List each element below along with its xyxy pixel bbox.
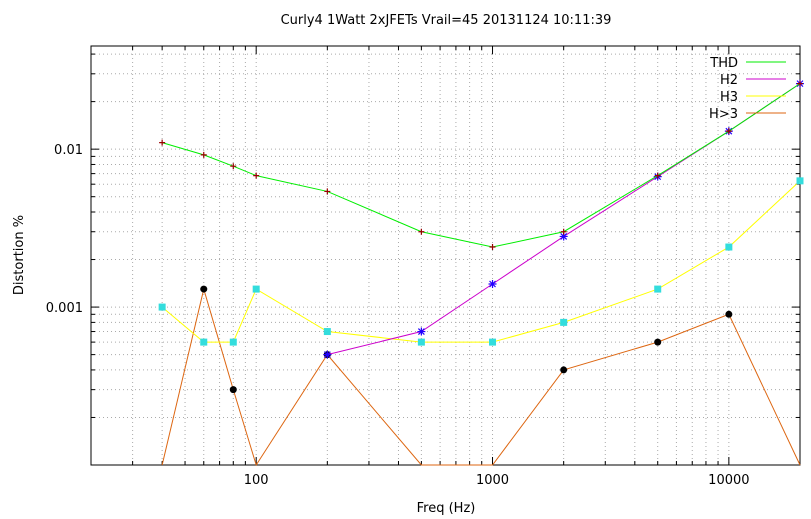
series-group <box>158 79 804 467</box>
data-point <box>252 285 260 293</box>
grid <box>90 46 801 465</box>
point-marker <box>725 310 733 318</box>
point-marker <box>323 350 332 359</box>
data-point <box>417 338 425 346</box>
data-point <box>560 228 567 235</box>
y-tick-labels: 0.001 0.01 <box>46 143 83 316</box>
legend-label: THD <box>709 56 738 71</box>
data-point <box>488 280 497 289</box>
point-marker <box>323 328 331 336</box>
legend-label: H>3 <box>709 107 738 122</box>
legend-label: H2 <box>720 73 738 88</box>
x-tick-labels: 100 1000 10000 <box>244 473 750 488</box>
point-marker <box>560 366 568 374</box>
point-marker <box>229 386 237 394</box>
data-point <box>489 338 497 346</box>
point-marker <box>418 228 425 235</box>
axis-ticks <box>90 46 801 465</box>
data-point <box>323 350 332 359</box>
series-h3 <box>158 177 804 346</box>
point-marker <box>200 285 208 293</box>
point-marker <box>560 228 567 235</box>
point-marker <box>488 280 497 289</box>
point-marker <box>229 338 237 346</box>
point-marker <box>559 232 568 241</box>
point-marker <box>654 285 662 293</box>
point-marker <box>725 243 733 251</box>
point-marker <box>489 338 497 346</box>
y-tick-label: 0.01 <box>54 143 83 158</box>
y-tick-label: 0.001 <box>46 301 83 316</box>
legend: THD H2 H3 H>3 <box>709 56 786 122</box>
data-point <box>796 177 804 185</box>
point-marker <box>417 338 425 346</box>
data-point <box>725 128 732 135</box>
point-marker <box>797 80 803 87</box>
x-tick-label: 10000 <box>708 473 749 488</box>
x-tick-label: 100 <box>244 473 269 488</box>
data-point <box>229 338 237 346</box>
legend-label: H3 <box>720 90 738 105</box>
data-point <box>200 285 208 293</box>
point-marker <box>200 151 207 158</box>
point-marker <box>417 327 426 336</box>
data-point <box>797 80 803 87</box>
y-axis-label: Distortion % <box>12 215 27 295</box>
point-marker <box>253 172 260 179</box>
data-point <box>323 328 331 336</box>
x-axis-label: Freq (Hz) <box>417 501 476 516</box>
series-line <box>161 287 801 467</box>
point-marker <box>158 303 166 311</box>
plot-frame <box>90 45 801 466</box>
point-marker <box>560 318 568 326</box>
data-point <box>158 303 166 311</box>
point-marker <box>200 338 208 346</box>
series-h-3 <box>161 285 801 467</box>
point-marker <box>159 139 166 146</box>
data-point <box>559 232 568 241</box>
point-marker <box>324 188 331 195</box>
point-marker <box>230 163 237 170</box>
x-tick-label: 1000 <box>476 473 509 488</box>
point-marker <box>725 128 732 135</box>
data-point <box>253 172 260 179</box>
data-point <box>200 151 207 158</box>
point-marker <box>796 177 804 185</box>
series-thd <box>159 80 803 251</box>
data-point <box>654 338 662 346</box>
point-marker <box>252 285 260 293</box>
data-point <box>560 366 568 374</box>
data-point <box>417 327 426 336</box>
data-point <box>725 310 733 318</box>
data-point <box>324 188 331 195</box>
data-point <box>230 163 237 170</box>
point-marker <box>654 338 662 346</box>
chart-title: Curly4 1Watt 2xJFETs Vrail=45 20131124 1… <box>281 13 612 28</box>
data-point <box>418 228 425 235</box>
data-point <box>200 338 208 346</box>
series-line <box>162 83 801 248</box>
point-marker <box>489 244 496 251</box>
data-point <box>159 139 166 146</box>
data-point <box>229 386 237 394</box>
data-point <box>654 172 661 179</box>
point-marker <box>654 172 661 179</box>
series-line <box>161 180 801 343</box>
data-point <box>489 244 496 251</box>
data-point <box>560 318 568 326</box>
data-point <box>654 285 662 293</box>
data-point <box>725 243 733 251</box>
